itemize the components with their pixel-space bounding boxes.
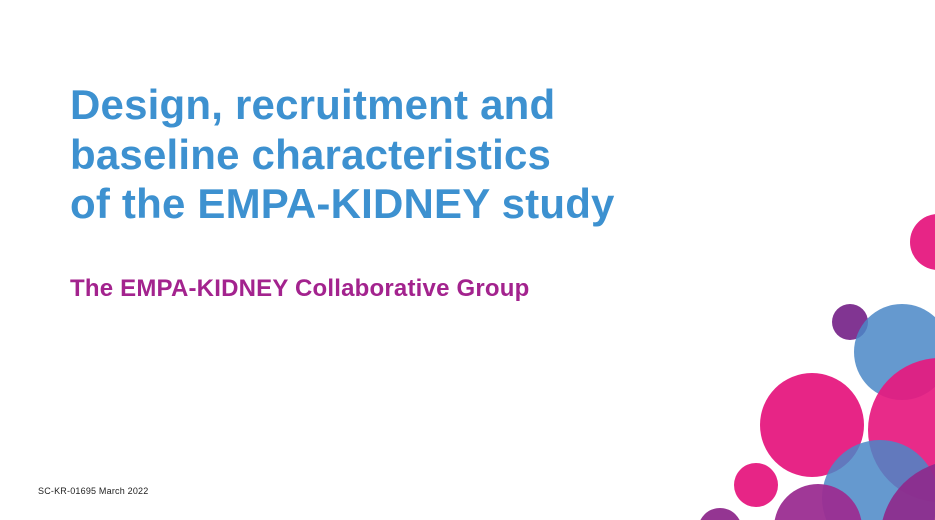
- decor-circle: [734, 463, 778, 507]
- decor-circle: [698, 508, 742, 520]
- decor-bubbles: [0, 0, 935, 520]
- decor-circle: [832, 304, 868, 340]
- title-line-3: of the EMPA-KIDNEY study: [70, 180, 615, 227]
- decor-circle: [760, 373, 864, 477]
- decor-circle: [822, 440, 935, 520]
- decor-circle: [868, 358, 935, 502]
- title-line-1: Design, recruitment and: [70, 81, 555, 128]
- slide-footer: SC-KR-01695 March 2022: [38, 486, 148, 496]
- subtitle-text: The EMPA-KIDNEY Collaborative Group: [70, 275, 530, 302]
- footer-text: SC-KR-01695 March 2022: [38, 486, 148, 496]
- decor-circle: [854, 304, 935, 400]
- slide: Design, recruitment and baseline charact…: [0, 0, 935, 520]
- decor-circle: [880, 460, 935, 520]
- slide-title: Design, recruitment and baseline charact…: [70, 80, 770, 229]
- decor-circle: [774, 484, 862, 520]
- decor-circle: [910, 214, 935, 270]
- slide-subtitle: The EMPA-KIDNEY Collaborative Group: [70, 275, 770, 303]
- title-line-2: baseline characteristics: [70, 131, 551, 178]
